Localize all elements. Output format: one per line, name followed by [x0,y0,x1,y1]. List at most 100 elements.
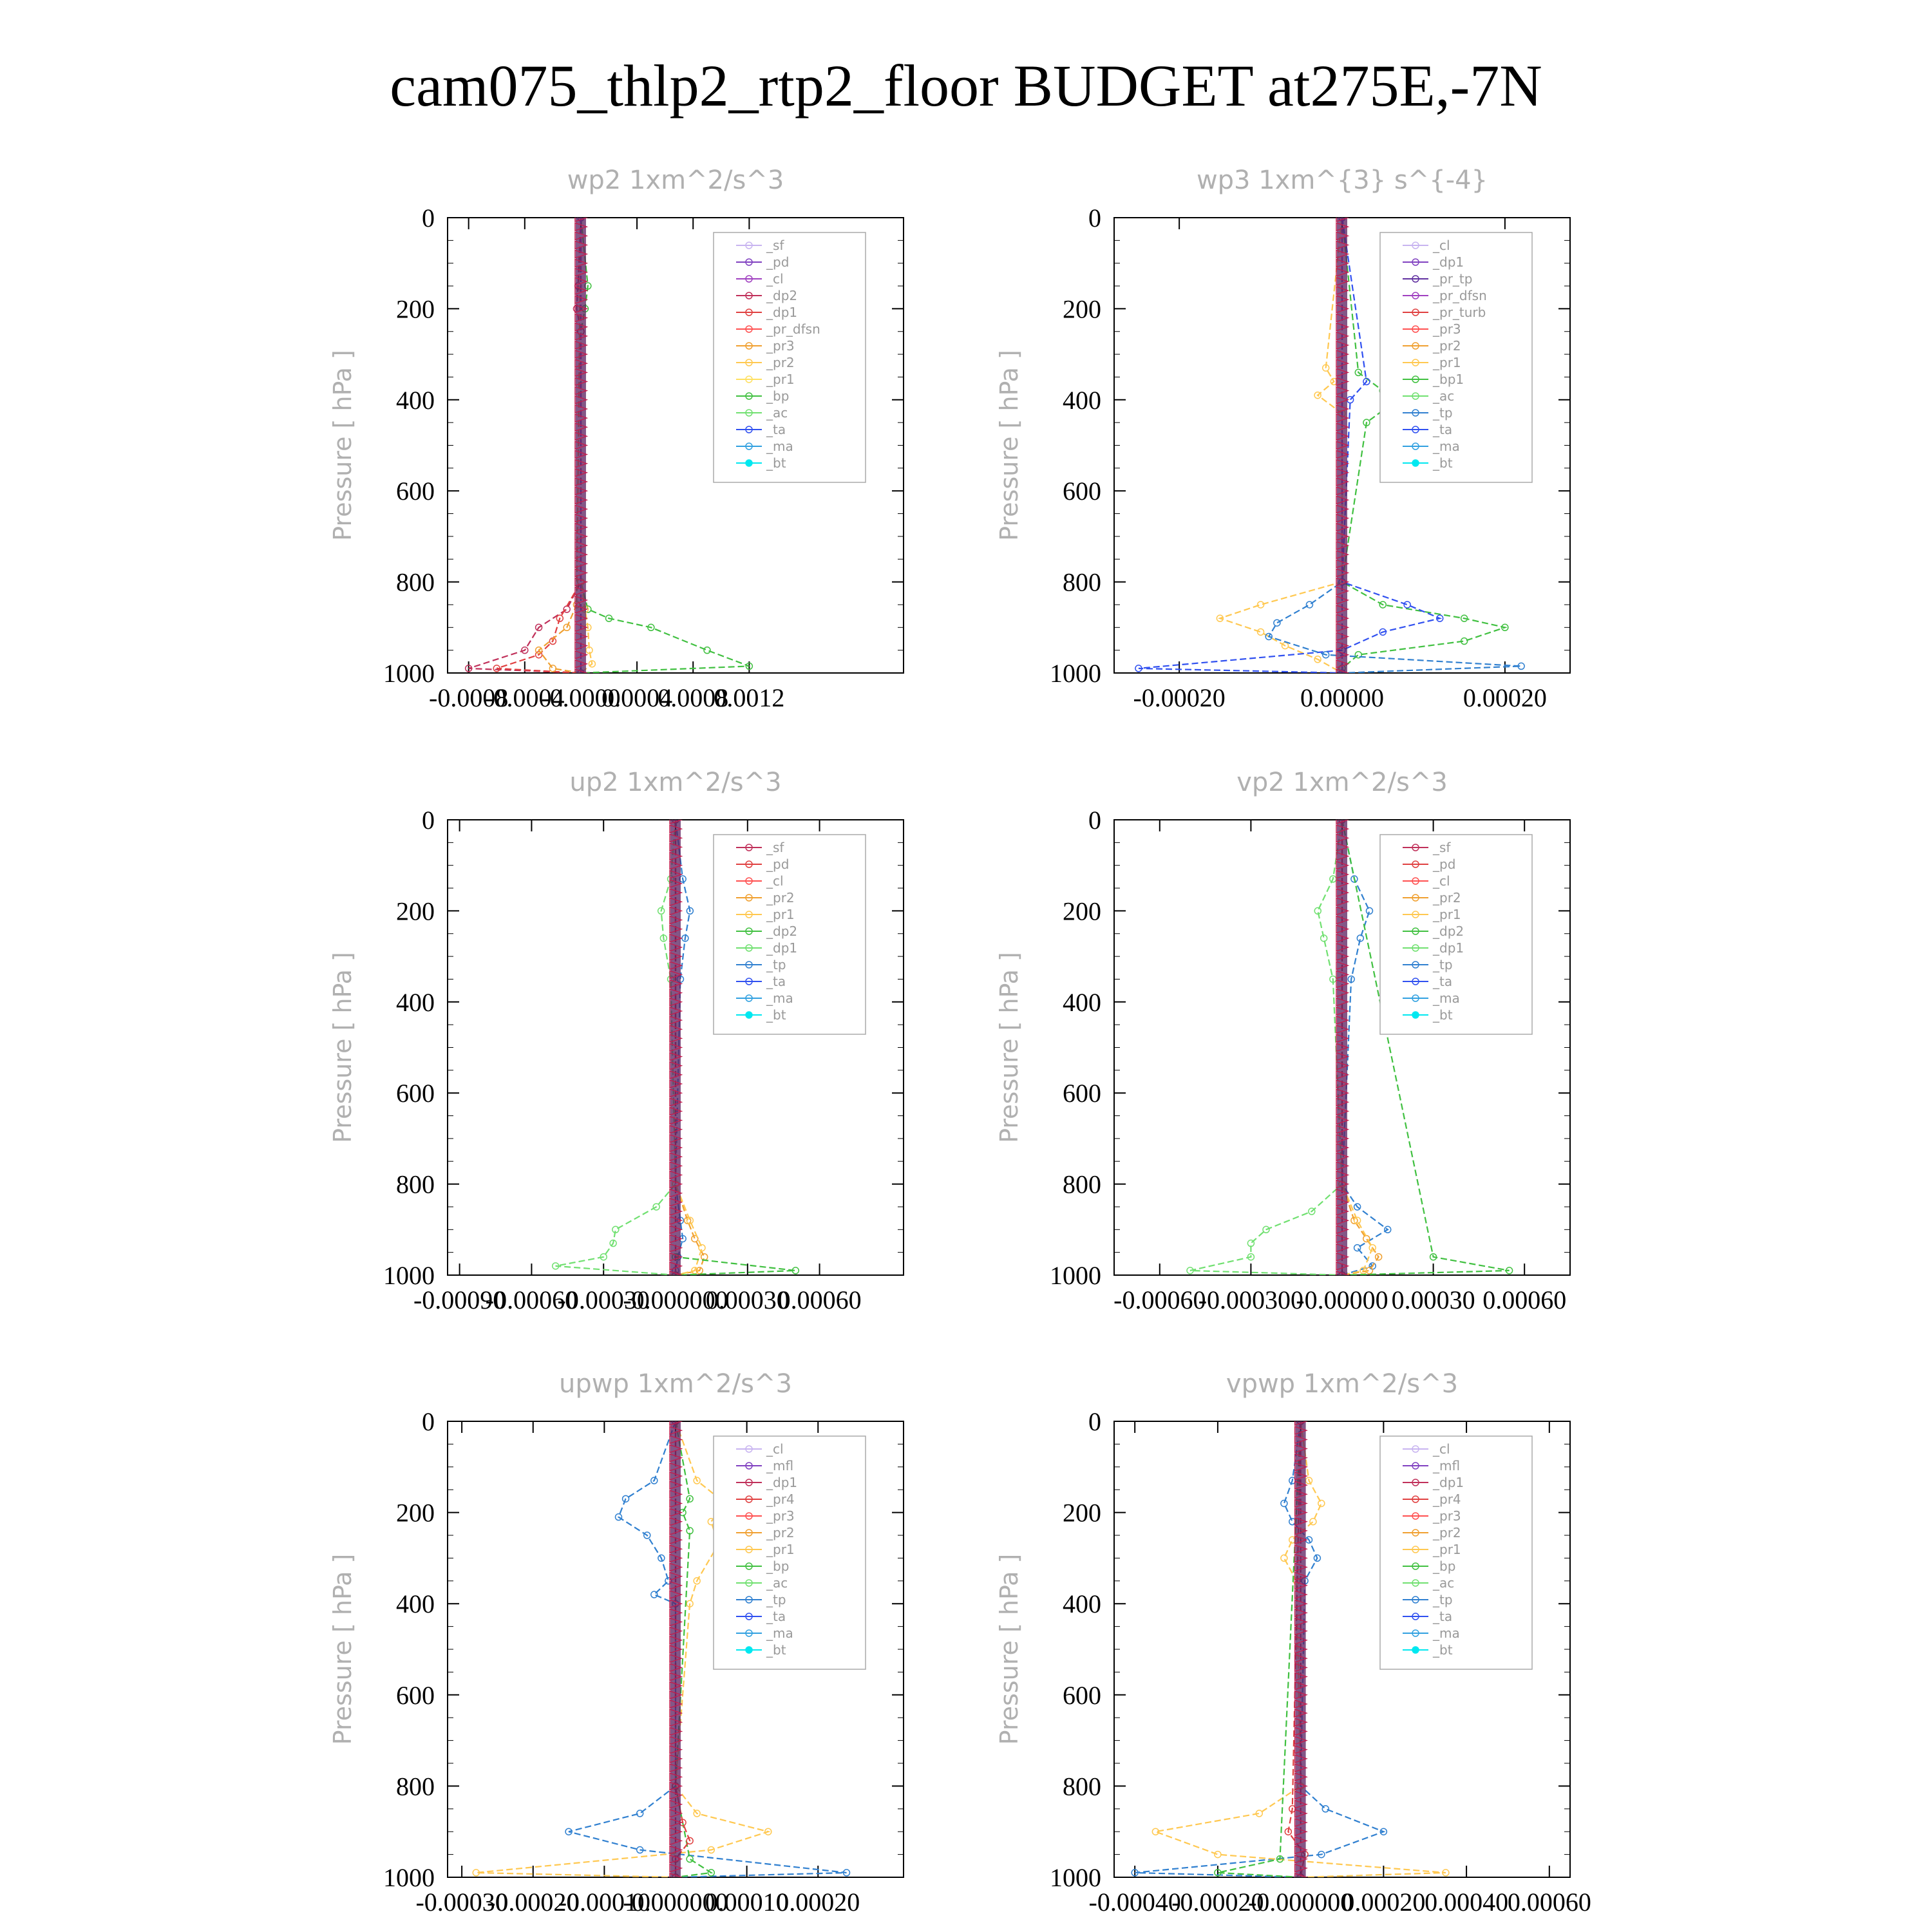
series-point-_tp [614,1513,623,1521]
zero-bundle-marker [1336,413,1350,423]
series-point-_dp1 [1320,934,1328,942]
x-tick-label: -0.000000 [623,1285,728,1314]
zero-bundle-marker [1294,1808,1309,1818]
series-point-_tp [1347,975,1355,983]
zero-bundle-marker [1294,1626,1309,1636]
series-point-_dp1 [1329,875,1337,883]
legend-marker [745,1629,753,1637]
zero-bundle-marker [1294,1608,1309,1618]
series-point-_pr1 [605,614,613,622]
legend-marker [745,1445,753,1453]
legend-entry: _ac [1432,388,1454,404]
series-point-_pr1 [1368,1244,1376,1252]
series-point-_dp1 [1247,1239,1255,1247]
legend-box [1379,1435,1533,1670]
zero-bundle-marker [669,1170,683,1180]
zero-bundle-marker [669,1644,683,1654]
legend-entry: _bt [1432,455,1453,471]
series-point-_pr2 [1350,1217,1358,1224]
y-tick-label: 200 [396,294,435,323]
legend-marker [1412,442,1419,450]
panel-3: up2 1xm^2/s^3 Pressure [ hPa ] 0 200 400 600 8… [328,768,904,1314]
zero-bundle-marker [574,450,589,459]
zero-bundle-marker [1336,340,1350,350]
panel-5: upwp 1xm^2/s^3 Pressure [ hPa ] 0 200 400 600… [328,1369,904,1917]
zero-bundle-marker [1336,641,1350,650]
zero-bundle-marker [669,1097,683,1107]
zero-bundle-marker [1336,350,1350,359]
zero-bundle-marker [669,869,683,879]
series-point-_dp2 [535,623,543,632]
zero-bundle-marker [574,440,589,450]
series-point-_tp [1365,907,1374,915]
zero-bundle-marker [1336,869,1350,879]
series-point-_ta [1403,601,1411,609]
zero-bundle-marker [574,377,589,386]
series-point-_dp1 [549,637,557,645]
series-point-_pr2 [696,1267,704,1274]
zero-bundle-marker [669,1635,683,1645]
x-tick-label: 0.00020 [1463,683,1547,712]
zero-bundle-marker [574,577,589,587]
zero-bundle-marker [1294,1490,1309,1499]
zero-bundle-marker [574,218,589,223]
y-tick-label: 800 [396,1772,435,1801]
legend-entry: _bp [766,388,789,404]
zero-bundle-marker [669,915,683,925]
zero-bundle-marker [1336,820,1350,825]
zero-bundle-marker [1336,559,1350,569]
x-tick-label: -0.000000 [623,1888,728,1917]
legend-marker [745,409,753,417]
series-point-_ta [1435,614,1444,622]
y-tick-label: 1000 [1050,659,1101,688]
legend-marker [745,877,753,885]
zero-bundle-marker [1336,1052,1350,1061]
legend-entry: _pr2 [1432,890,1461,905]
legend-marker [745,242,753,249]
zero-bundle-marker [669,1690,683,1700]
series-point-_tp [621,1495,630,1503]
y-tick-label: 1000 [1050,1261,1101,1290]
series-point-_pr1 [745,662,753,670]
series-point-_bp1 [1379,601,1387,609]
series-point-_dp1 [1262,1226,1270,1234]
series-point-_bp [686,1855,694,1863]
series-point-_pr1 [1216,614,1224,622]
legend-marker [745,1562,753,1570]
zero-bundle-marker [1336,550,1350,560]
series-line-_pr2 [674,820,705,1275]
zero-bundle-marker [1336,1261,1350,1271]
series-point-_dp1 [1329,975,1337,983]
series-point-_dp2 [464,665,473,672]
zero-bundle-marker [1336,249,1350,259]
series-point-_pr1 [764,1828,772,1835]
zero-bundle-marker [1294,1836,1309,1846]
legend-marker [745,1596,753,1604]
zero-bundle-marker [1294,1709,1309,1718]
zero-bundle-marker [1294,1772,1309,1782]
series-point-_dp1 [535,650,543,659]
zero-bundle-marker [669,933,683,943]
zero-bundle-marker [669,1197,683,1207]
series-point-_dp1 [657,907,665,915]
zero-bundle-marker [1294,1444,1309,1454]
zero-bundle-marker [1336,322,1350,332]
y-tick-label: 1000 [383,1863,435,1892]
zero-bundle-marker [1294,1526,1309,1535]
zero-bundle-marker [1294,1745,1309,1754]
legend-marker [1412,877,1419,885]
zero-bundle-marker [669,1188,683,1198]
legend-marker [1412,1562,1419,1570]
zero-bundle-marker [1294,1481,1309,1490]
zero-bundle-marker [669,1781,683,1791]
zero-bundle-marker [669,1727,683,1736]
x-tick-label: 0.0008 [658,683,728,712]
zero-bundle-marker [669,1553,683,1563]
legend-marker [1412,994,1419,1002]
y-tick-label: 400 [1063,386,1101,415]
x-tick-label: -0.00090 [413,1285,506,1314]
legend-entry: _tp [766,1592,786,1607]
zero-bundle-marker [1336,459,1350,468]
x-tick-label: 0.00020 [1341,1888,1425,1917]
series-point-_dp2 [521,646,529,654]
